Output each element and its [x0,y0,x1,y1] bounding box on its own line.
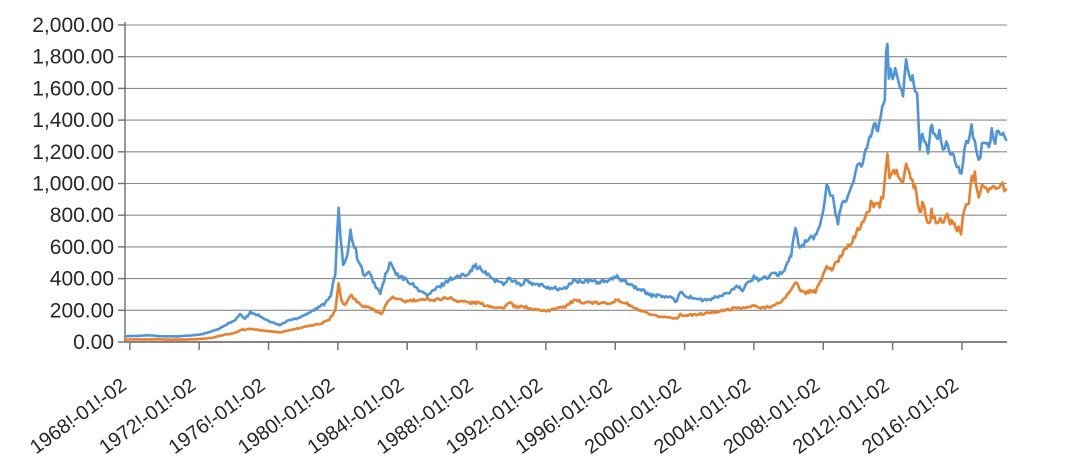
y-axis-label: 0.00 [73,331,114,354]
axes-layer [118,22,1007,350]
y-axis-label: 1,200.00 [32,141,114,164]
series-layer [123,42,1008,342]
series-2-orange-line [123,152,1008,342]
y-axis-label: 1,000.00 [32,173,114,196]
y-axis-label: 400.00 [50,268,114,291]
y-axis-label: 600.00 [50,236,114,259]
y-axis-label: 2,000.00 [32,14,114,37]
series-1-blue-line [123,42,1008,338]
gridlines-layer [125,24,1007,343]
y-axis-label: 1,800.00 [32,46,114,69]
y-axis-label: 200.00 [50,299,114,322]
y-axis-label: 1,600.00 [32,77,114,100]
y-axis-label: 1,400.00 [32,109,114,132]
y-axis-label: 800.00 [50,204,114,227]
axis-labels-layer: 0.00 200.00 400.00 600.00 800.00 1,000.00 1,20… [26,14,963,459]
